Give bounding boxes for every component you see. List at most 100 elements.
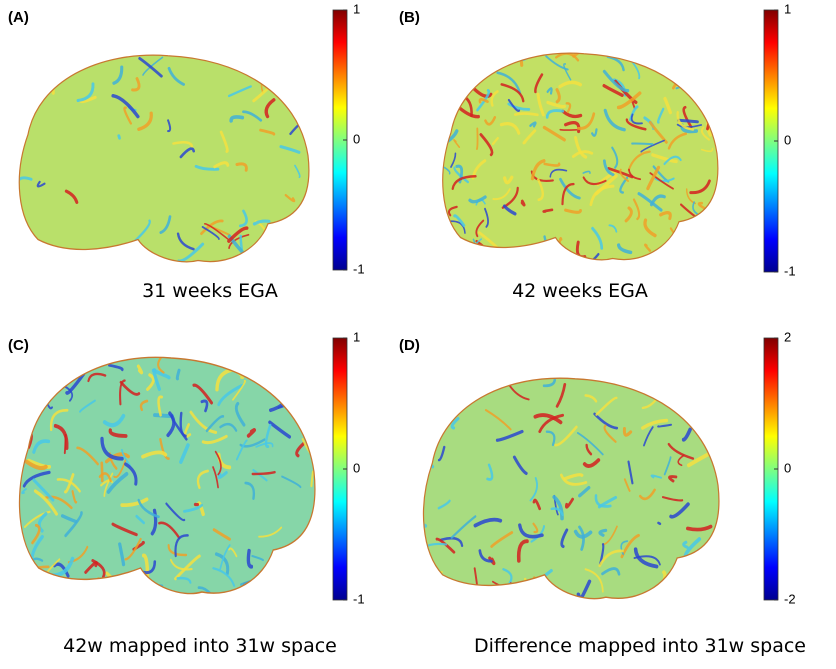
caption: 42w mapped into 31w space (63, 635, 337, 657)
texture-stroke (19, 77, 32, 101)
texture-stroke (183, 503, 204, 513)
texture-stroke (246, 548, 254, 569)
texture-stroke (640, 139, 665, 153)
texture-stroke (22, 470, 51, 488)
texture-stroke (498, 367, 509, 373)
texture-stroke (460, 356, 479, 375)
texture-stroke (442, 129, 459, 150)
texture-stroke (573, 529, 593, 539)
texture-stroke (111, 522, 138, 537)
texture-stroke (673, 576, 688, 592)
texture-stroke (652, 353, 676, 374)
texture-stroke (214, 552, 230, 576)
texture-stroke (273, 236, 295, 256)
texture-stroke (697, 548, 709, 561)
texture-stroke (232, 379, 246, 401)
texture-stroke (479, 133, 494, 157)
texture-stroke (241, 357, 259, 372)
texture-stroke (233, 253, 254, 262)
texture-stroke (106, 471, 129, 494)
texture-stroke (37, 511, 48, 533)
texture-stroke (654, 177, 675, 183)
texture-stroke (591, 226, 604, 250)
texture-stroke (661, 496, 684, 502)
texture-stroke (431, 405, 452, 428)
texture-stroke (709, 378, 719, 384)
texture-stroke (305, 80, 309, 99)
texture-stroke (499, 121, 521, 135)
texture-stroke (52, 562, 70, 578)
texture-stroke (606, 55, 625, 72)
texture-stroke (682, 105, 693, 129)
tick-label: 1 (784, 1, 791, 16)
texture-stroke (696, 380, 709, 386)
texture-stroke (585, 443, 593, 456)
texture-stroke (542, 208, 554, 213)
texture-stroke (476, 238, 483, 244)
texture-stroke (554, 425, 578, 447)
texture-stroke (234, 401, 246, 427)
texture-stroke (649, 172, 674, 190)
texture-stroke (546, 100, 566, 109)
texture-stroke (641, 418, 669, 430)
panel: (B) 1 0 -1 42 weeks EGA (399, 1, 796, 302)
texture-stroke (158, 521, 181, 539)
texture-stroke (302, 365, 315, 374)
texture-stroke (659, 210, 672, 221)
texture-stroke (650, 474, 663, 479)
texture-stroke (273, 55, 283, 65)
texture-stroke (657, 521, 662, 526)
texture-stroke (136, 364, 144, 375)
texture-stroke (545, 109, 565, 119)
texture-stroke (227, 85, 252, 98)
texture-stroke (121, 448, 131, 467)
texture-stroke (572, 53, 581, 58)
texture-stroke (204, 223, 229, 240)
texture-stroke (19, 230, 20, 246)
texture-stroke (632, 198, 641, 221)
texture-stroke (690, 225, 716, 233)
texture-stroke (305, 138, 309, 152)
texture-stroke (100, 461, 104, 483)
texture-stroke (490, 531, 514, 548)
texture-stroke (189, 357, 215, 364)
caption: 31 weeks EGA (142, 280, 278, 302)
texture-stroke (119, 379, 126, 406)
texture-stroke (293, 585, 308, 594)
texture-stroke (76, 82, 95, 103)
texture-stroke (475, 219, 485, 238)
texture-stroke (56, 478, 81, 493)
texture-stroke (425, 571, 443, 593)
texture-stroke (165, 502, 186, 522)
texture-stroke (309, 512, 315, 540)
panel-label: (D) (399, 337, 420, 354)
texture-stroke (627, 460, 634, 485)
texture-stroke (219, 422, 238, 432)
texture-stroke (279, 575, 293, 580)
texture-stroke (136, 349, 144, 355)
texture-stroke (120, 497, 149, 507)
texture-stroke (169, 558, 193, 571)
texture-stroke (108, 428, 128, 438)
texture-stroke (35, 351, 46, 353)
texture-stroke (627, 150, 651, 172)
texture-stroke (697, 378, 718, 380)
texture-stroke (141, 450, 168, 459)
texture-stroke (33, 489, 58, 516)
brain-texture (423, 353, 719, 599)
texture-stroke (667, 132, 688, 150)
texture-stroke (500, 83, 525, 103)
texture-stroke (688, 593, 696, 599)
texture-stroke (442, 74, 445, 86)
texture-stroke (522, 129, 537, 145)
texture-stroke (448, 584, 458, 595)
texture-stroke (453, 166, 469, 184)
texture-stroke (536, 92, 545, 117)
texture-stroke (532, 498, 541, 511)
panel-label: (C) (8, 337, 29, 354)
texture-stroke (176, 576, 192, 584)
texture-stroke (549, 168, 568, 178)
texture-stroke (710, 224, 718, 246)
texture-stroke (167, 119, 172, 133)
texture-stroke (593, 412, 619, 430)
